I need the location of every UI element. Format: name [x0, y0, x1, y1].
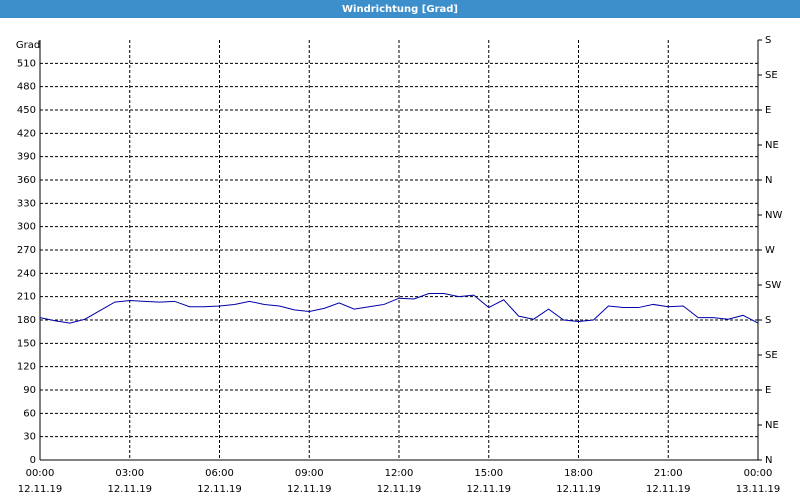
y2-tick-label: W [765, 245, 775, 256]
y-tick-label: 390 [17, 152, 36, 163]
y-tick-label: 510 [17, 58, 36, 69]
y-tick-label: 420 [17, 128, 36, 139]
y-tick-label: 90 [23, 385, 36, 396]
y-tick-label: 150 [17, 338, 36, 349]
x-tick-label: 18:00 [564, 468, 593, 479]
y2-tick-label: SE [765, 70, 778, 81]
x-tick-label: 21:00 [654, 468, 683, 479]
y2-tick-label: NE [765, 140, 779, 151]
y-tick-label: 330 [17, 198, 36, 209]
x-tick-date: 12.11.19 [556, 484, 601, 495]
y-tick-label: 300 [17, 222, 36, 233]
y-tick-label: 240 [17, 268, 36, 279]
x-tick-date: 12.11.19 [646, 484, 691, 495]
x-tick-date: 12.11.19 [377, 484, 422, 495]
x-tick-label: 09:00 [295, 468, 324, 479]
x-tick-date: 12.11.19 [107, 484, 152, 495]
x-tick-date: 13.11.19 [736, 484, 781, 495]
x-tick-label: 15:00 [474, 468, 503, 479]
x-tick-date: 12.11.19 [287, 484, 332, 495]
y-tick-label: 0 [30, 455, 36, 466]
y-tick-label: 480 [17, 82, 36, 93]
y2-tick-label: E [765, 385, 771, 396]
y-tick-label: 270 [17, 245, 36, 256]
y2-tick-label: NW [765, 210, 782, 221]
x-tick-label: 12:00 [385, 468, 414, 479]
y-tick-label: 450 [17, 105, 36, 116]
x-tick-date: 12.11.19 [466, 484, 511, 495]
y2-tick-label: SE [765, 350, 778, 361]
y2-tick-label: N [765, 175, 772, 186]
y-tick-label: 180 [17, 315, 36, 326]
data-line [39, 293, 759, 324]
title-bar [0, 0, 800, 18]
y-tick-label: 30 [23, 432, 36, 443]
y2-tick-label: SW [765, 280, 781, 291]
y-axis-label: Grad [16, 40, 40, 51]
x-tick-label: 06:00 [205, 468, 234, 479]
y-tick-label: 60 [23, 408, 36, 419]
y2-tick-label: N [765, 455, 772, 466]
x-tick-date: 12.11.19 [197, 484, 242, 495]
y2-tick-label: NE [765, 420, 779, 431]
chart-title: Windrichtung [Grad] [342, 4, 458, 15]
x-tick-label: 03:00 [115, 468, 144, 479]
y-tick-label: 120 [17, 362, 36, 373]
x-tick-label: 00:00 [744, 468, 773, 479]
y-tick-label: 360 [17, 175, 36, 186]
x-tick-date: 12.11.19 [18, 484, 63, 495]
y2-tick-label: E [765, 105, 771, 116]
y2-tick-label: S [765, 315, 771, 326]
x-tick-label: 00:00 [26, 468, 55, 479]
y2-tick-label: S [765, 35, 771, 46]
y-tick-label: 210 [17, 292, 36, 303]
